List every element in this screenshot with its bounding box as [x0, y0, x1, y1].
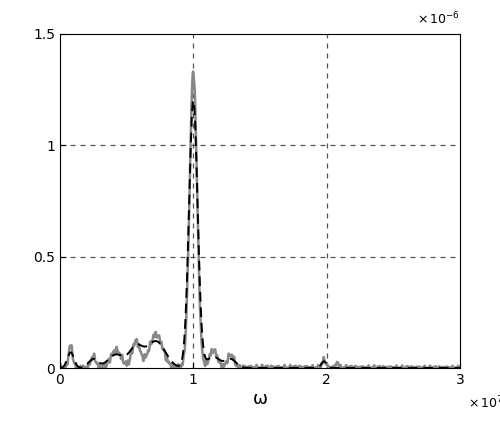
- X-axis label: ω: ω: [252, 390, 268, 408]
- Text: $\times\,10^{7}$: $\times\,10^{7}$: [468, 395, 500, 411]
- Text: $\times\,10^{-6}$: $\times\,10^{-6}$: [417, 11, 460, 27]
